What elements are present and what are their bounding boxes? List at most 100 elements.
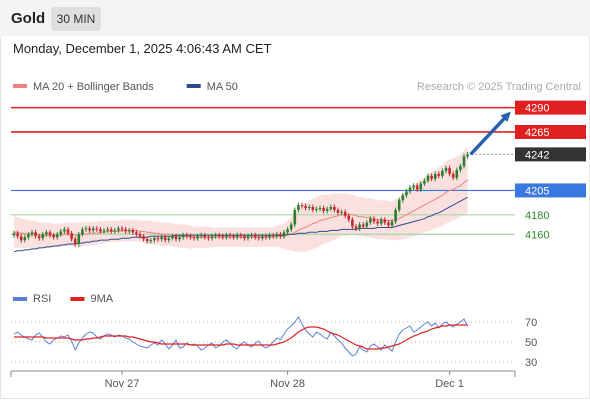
candle-body xyxy=(347,215,351,220)
candle-body xyxy=(333,207,336,210)
timeframe-tab[interactable]: 30 MIN xyxy=(51,7,101,31)
candle-body xyxy=(282,232,286,237)
candle-body xyxy=(131,230,135,233)
candle-body xyxy=(138,234,142,237)
forecast-arrow-head xyxy=(500,111,511,123)
datetime-label: Monday, December 1, 2025 4:06:43 AM CET xyxy=(13,41,272,56)
candle-body xyxy=(444,168,448,171)
candle-body xyxy=(318,207,322,209)
candle-body xyxy=(235,235,239,238)
rsi-legend-swatch-1 xyxy=(70,297,85,301)
candle-body xyxy=(397,200,401,210)
candle-body xyxy=(199,235,203,237)
candle-body xyxy=(419,183,423,190)
candle-body xyxy=(462,156,466,167)
candle-body xyxy=(95,228,99,230)
rsi-legend-swatch-0 xyxy=(13,297,27,301)
candle-body xyxy=(73,239,77,245)
candle-body xyxy=(77,234,81,245)
instrument-title: Gold xyxy=(11,10,46,27)
candle-body xyxy=(351,219,354,227)
candle-body xyxy=(181,235,185,238)
candle-body xyxy=(203,235,207,238)
candle-body xyxy=(322,207,325,211)
legend-label-0: MA 20 + Bollinger Bands xyxy=(33,81,154,93)
candle-body xyxy=(189,236,192,238)
candle-body xyxy=(228,235,232,237)
candle-body xyxy=(257,237,261,239)
rsi-legend-label-0: RSI xyxy=(33,293,51,305)
candle-body xyxy=(426,175,430,181)
level-label-4160: 4160 xyxy=(525,229,549,241)
rsi-tick-70: 70 xyxy=(525,317,537,329)
candle-body xyxy=(361,224,365,227)
rsi-tick-50: 50 xyxy=(525,337,537,349)
credit-label: Research © 2025 Trading Central xyxy=(417,81,581,93)
rsi-tick-30: 30 xyxy=(525,357,537,369)
candle-body xyxy=(59,231,63,235)
candle-body xyxy=(48,232,52,236)
candle-body xyxy=(264,236,268,238)
x-tick-label: Nov 27 xyxy=(105,378,140,390)
level-badge-4205 xyxy=(515,183,586,198)
candle-body xyxy=(16,233,19,237)
level-label-4180: 4180 xyxy=(525,210,549,222)
candle-body xyxy=(81,229,84,235)
candle-body xyxy=(178,237,181,240)
candle-body xyxy=(433,173,437,179)
candle-body xyxy=(19,236,23,241)
candle-body xyxy=(459,166,462,170)
candle-body xyxy=(250,235,253,237)
candle-body xyxy=(167,238,171,241)
candle-body xyxy=(311,207,315,210)
candle-body xyxy=(466,154,469,157)
candle-body xyxy=(99,229,102,232)
candle-body xyxy=(293,209,297,225)
candle-body xyxy=(448,168,451,174)
candle-body xyxy=(124,229,127,232)
candle-body xyxy=(102,230,106,232)
candle-body xyxy=(239,235,243,237)
candle-body xyxy=(408,187,412,192)
candle-body xyxy=(120,228,124,230)
candle-body xyxy=(127,230,131,232)
candle-body xyxy=(279,234,282,237)
x-tick-label: Dec 1 xyxy=(435,378,464,390)
legend-swatch-1 xyxy=(186,84,201,88)
candle-body xyxy=(41,234,45,239)
candle-body xyxy=(376,221,379,224)
candle-body xyxy=(275,234,279,237)
candle-body xyxy=(423,180,426,184)
candle-body xyxy=(340,211,343,213)
candle-body xyxy=(358,224,361,229)
candle-body xyxy=(37,236,41,239)
candles xyxy=(12,151,469,247)
candle-body xyxy=(268,235,271,238)
candle-body xyxy=(372,218,376,222)
candle-body xyxy=(55,234,59,238)
candle-body xyxy=(412,185,415,188)
rsi-line xyxy=(13,316,469,357)
candle-body xyxy=(221,236,225,238)
candle-body xyxy=(23,237,27,241)
candle-body xyxy=(365,222,369,227)
candle-body xyxy=(383,219,387,223)
candle-body xyxy=(437,173,441,176)
candle-body xyxy=(145,239,149,242)
candle-body xyxy=(300,205,304,207)
candle-body xyxy=(174,236,178,240)
candle-body xyxy=(441,170,444,176)
candle-body xyxy=(286,229,289,233)
candle-body xyxy=(271,235,275,237)
candle-body xyxy=(430,175,433,179)
rsi-ma9-line xyxy=(14,324,468,350)
candle-body xyxy=(163,237,167,241)
candle-body xyxy=(451,173,455,178)
candle-body xyxy=(91,228,95,231)
forecast-arrow-shaft xyxy=(469,114,508,156)
candle-body xyxy=(196,236,199,239)
candle-body xyxy=(387,222,390,226)
level-badge-4242 xyxy=(515,147,586,162)
candle-body xyxy=(401,195,405,201)
candle-body xyxy=(109,229,113,232)
